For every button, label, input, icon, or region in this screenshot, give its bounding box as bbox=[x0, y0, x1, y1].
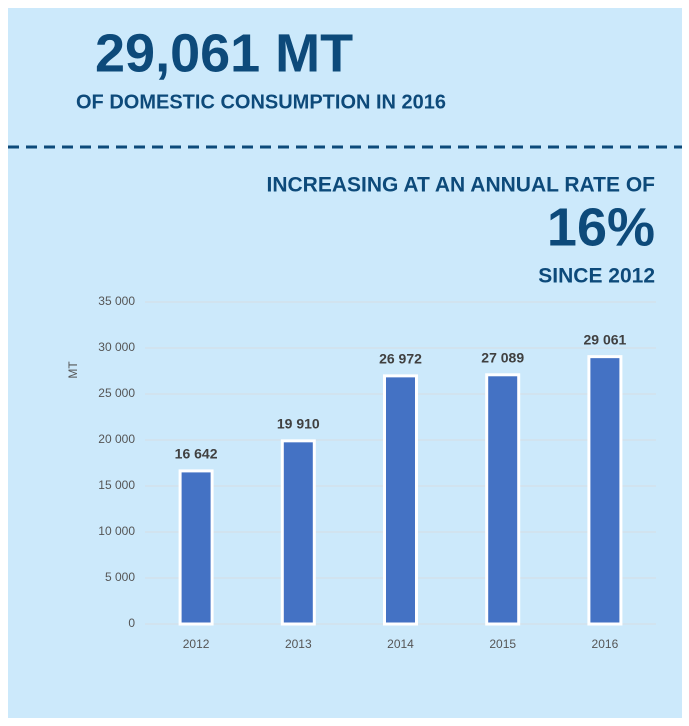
bar bbox=[178, 469, 214, 626]
y-tick-label: 35 000 bbox=[98, 294, 135, 308]
annotation: INCREASING AT AN ANNUAL RATE OF bbox=[267, 174, 656, 197]
data-label: 29 061 bbox=[583, 331, 626, 347]
data-label: 26 972 bbox=[379, 351, 422, 367]
panel bbox=[8, 8, 682, 718]
y-tick-label: 5 000 bbox=[105, 570, 135, 584]
y-tick-label: 0 bbox=[128, 616, 135, 630]
bar bbox=[280, 439, 316, 626]
bar bbox=[485, 373, 521, 626]
y-tick-label: 25 000 bbox=[98, 386, 135, 400]
bar bbox=[383, 374, 418, 626]
y-tick-label: 10 000 bbox=[98, 524, 135, 538]
y-tick-label: 30 000 bbox=[98, 340, 135, 354]
y-axis-label: MT bbox=[66, 361, 80, 379]
y-tick-label: 20 000 bbox=[98, 432, 135, 446]
x-tick-label: 2013 bbox=[285, 637, 312, 651]
annotation: SINCE 2012 bbox=[538, 265, 655, 288]
subtitle: OF DOMESTIC CONSUMPTION IN 2016 bbox=[76, 91, 446, 113]
bar bbox=[587, 355, 623, 626]
data-label: 19 910 bbox=[277, 416, 320, 432]
headline: 29,061 MT bbox=[95, 23, 353, 83]
annotation: 16% bbox=[547, 197, 655, 257]
x-tick-label: 2014 bbox=[387, 637, 414, 651]
x-tick-label: 2016 bbox=[592, 637, 619, 651]
y-tick-label: 15 000 bbox=[98, 478, 135, 492]
data-label: 16 642 bbox=[175, 446, 218, 462]
x-tick-label: 2012 bbox=[183, 637, 210, 651]
x-tick-label: 2015 bbox=[489, 637, 516, 651]
data-label: 27 089 bbox=[481, 349, 524, 365]
